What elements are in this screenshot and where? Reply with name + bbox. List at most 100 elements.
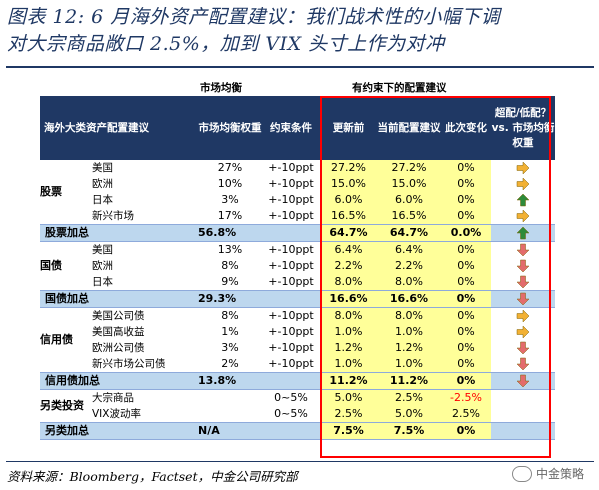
total-row: 信用债加总 13.8% 11.2% 11.2% 0%: [40, 372, 555, 390]
over-under-cell: [491, 274, 555, 291]
table-row: 日本 9% +-10ppt 8.0% 8.0% 0%: [40, 274, 555, 291]
down-arrow-icon: [516, 275, 530, 289]
right-arrow-icon: [516, 309, 530, 323]
change-cell: 0%: [441, 274, 491, 291]
total-label: 信用债加总: [40, 372, 198, 390]
constraint-cell: +-10ppt: [268, 259, 314, 272]
down-arrow-icon: [516, 341, 530, 355]
updated-cell: 27.2%: [320, 160, 377, 176]
constraint-cell: +-10ppt: [268, 325, 314, 338]
updated-cell: 16.5%: [320, 208, 377, 225]
asset-name: 大宗商品: [92, 392, 134, 404]
constraint-cell: 0~5%: [274, 391, 308, 404]
total-constraint: [262, 290, 320, 308]
total-change: 0.0%: [441, 224, 491, 242]
title-line-2: 对大宗商品敞口 2.5%，加到 VIX 头寸上作为对冲: [7, 33, 445, 55]
source-note: 资料来源：Bloomberg，Factset，中金公司研究部: [7, 469, 298, 484]
table-row: 欧洲 8% +-10ppt 2.2% 2.2% 0%: [40, 258, 555, 274]
market-weight-cell: 8%: [221, 309, 239, 322]
source-rule: [6, 461, 594, 462]
asset-name: 新兴市场: [92, 210, 134, 222]
change-cell: 2.5%: [441, 406, 491, 423]
over-under-cell: [491, 406, 555, 423]
current-cell: 1.2%: [377, 340, 441, 356]
section-label: 股票: [40, 185, 62, 198]
table-row: 股票 美国 27% +-10ppt 27.2% 27.2% 0%: [40, 160, 555, 198]
market-weight-cell: 2%: [221, 357, 239, 370]
asset-name: 日本: [92, 194, 113, 206]
updated-cell: 1.2%: [320, 340, 377, 356]
market-weight-cell: [198, 406, 262, 423]
market-weight-cell: 3%: [221, 341, 239, 354]
market-weight-cell: 17%: [217, 209, 243, 222]
right-arrow-icon: [516, 177, 530, 191]
asset-name: 美国公司债: [92, 310, 145, 322]
table-row: 新兴市场 17% +-10ppt 16.5% 16.5% 0%: [40, 208, 555, 225]
updated-cell: 5.0%: [320, 389, 377, 406]
total-current: 11.2%: [377, 372, 441, 390]
total-market-weight: 56.8%: [198, 224, 262, 242]
current-cell: 5.0%: [377, 406, 441, 423]
header-asset: 海外大类资产配置建议: [40, 96, 198, 160]
header-change: 此次变化: [441, 96, 491, 160]
current-cell: 16.5%: [377, 208, 441, 225]
market-weight-cell: [198, 390, 262, 407]
table-row: 新兴市场公司债 2% +-10ppt 1.0% 1.0% 0%: [40, 356, 555, 373]
constraint-cell: +-10ppt: [268, 275, 314, 288]
total-current: 64.7%: [377, 224, 441, 242]
updated-cell: 1.0%: [320, 324, 377, 340]
total-over-under: [491, 372, 555, 390]
total-label: 股票加总: [40, 224, 198, 242]
watermark: 中金策略: [512, 465, 584, 482]
asset-name: 日本: [92, 276, 113, 288]
total-current: 7.5%: [377, 422, 441, 440]
asset-name: VIX波动率: [92, 408, 141, 420]
constraint-cell: +-10ppt: [268, 161, 314, 174]
up-arrow-icon: [516, 226, 530, 240]
down-arrow-icon: [516, 243, 530, 257]
constraint-cell: +-10ppt: [268, 193, 314, 206]
change-cell: 0%: [441, 160, 491, 176]
table-row: 另类投资 大宗商品 0~5% 5.0% 2.5% -2.5%: [40, 389, 555, 412]
current-cell: 6.0%: [377, 192, 441, 208]
allocation-table: 海外大类资产配置建议 市场均衡权重 约束条件 更新前 当前配置建议 此次变化 超…: [40, 96, 555, 440]
updated-cell: 8.0%: [320, 274, 377, 291]
table-row: 日本 3% +-10ppt 6.0% 6.0% 0%: [40, 192, 555, 208]
total-updated: 11.2%: [320, 372, 377, 390]
total-row: 国债加总 29.3% 16.6% 16.6% 0%: [40, 290, 555, 308]
group-header-market: 市场均衡: [200, 82, 242, 94]
asset-name: 美国: [92, 162, 113, 174]
total-change: 0%: [441, 372, 491, 390]
change-cell: -2.5%: [441, 389, 491, 406]
total-row: 股票加总 56.8% 64.7% 64.7% 0.0%: [40, 224, 555, 242]
total-market-weight: N/A: [198, 422, 262, 440]
over-under-cell: [491, 160, 555, 176]
change-cell: 0%: [441, 208, 491, 225]
asset-name: 美国: [92, 244, 113, 256]
change-cell: 0%: [441, 324, 491, 340]
change-cell: 0%: [441, 258, 491, 274]
watermark-text: 中金策略: [536, 467, 585, 481]
over-under-cell: [491, 258, 555, 274]
current-cell: 6.4%: [377, 241, 441, 258]
constraint-cell: 0~5%: [274, 407, 308, 420]
table-row: 欧洲公司债 3% +-10ppt 1.2% 1.2% 0%: [40, 340, 555, 356]
down-arrow-icon: [516, 292, 530, 306]
total-over-under: [491, 290, 555, 308]
table-row: 国债 美国 13% +-10ppt 6.4% 6.4% 0%: [40, 241, 555, 272]
asset-name: 新兴市场公司债: [92, 358, 166, 370]
current-cell: 15.0%: [377, 176, 441, 192]
change-cell: 0%: [441, 176, 491, 192]
market-weight-cell: 27%: [217, 161, 243, 174]
current-cell: 8.0%: [377, 274, 441, 291]
table-header-row: 海外大类资产配置建议 市场均衡权重 约束条件 更新前 当前配置建议 此次变化 超…: [40, 96, 555, 160]
market-weight-cell: 10%: [217, 177, 243, 190]
updated-cell: 15.0%: [320, 176, 377, 192]
table-row: 信用债 美国公司债 8% +-10ppt 8.0% 8.0% 0%: [40, 307, 555, 346]
over-under-cell: [491, 356, 555, 373]
market-weight-cell: 3%: [221, 193, 239, 206]
asset-name: 欧洲: [92, 260, 113, 272]
updated-cell: 2.5%: [320, 406, 377, 423]
table-row: VIX波动率 0~5% 2.5% 5.0% 2.5%: [40, 406, 555, 423]
total-over-under: [491, 224, 555, 242]
